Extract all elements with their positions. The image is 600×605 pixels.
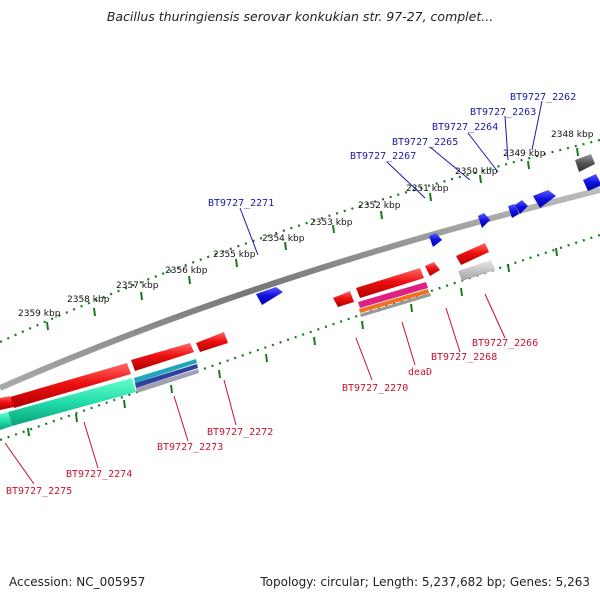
inner-scale-track bbox=[0, 233, 600, 442]
gene-bt9727-2265[interactable] bbox=[508, 204, 519, 218]
reverse-genes bbox=[0, 243, 489, 410]
label-bt9727-2271[interactable]: BT9727_2271 bbox=[208, 198, 274, 209]
scale-label-2358: 2358 kbp bbox=[67, 295, 110, 305]
genome-backbone bbox=[0, 187, 600, 391]
accession-text: Accession: NC_005957 bbox=[9, 575, 145, 589]
gene-bt9727-2273[interactable] bbox=[131, 343, 194, 371]
label-deaD[interactable]: deaD bbox=[408, 367, 432, 378]
gene-bt9727-2264[interactable] bbox=[515, 200, 528, 214]
gene-deaD[interactable] bbox=[356, 268, 424, 298]
feature-overlays bbox=[0, 260, 495, 430]
feature-teal-2275[interactable] bbox=[0, 412, 12, 430]
scale-label-2356: 2356 kbp bbox=[165, 266, 208, 276]
gene-bt9727-2272[interactable] bbox=[196, 332, 228, 352]
gene-bt9727-2274[interactable] bbox=[10, 363, 131, 408]
reverse-leaders bbox=[4, 293, 506, 485]
label-bt9727-2274[interactable]: BT9727_2274 bbox=[66, 469, 132, 480]
gene-forward-2351[interactable] bbox=[429, 233, 442, 247]
scale-label-2350: 2350 kbp bbox=[455, 167, 498, 177]
label-bt9727-2264[interactable]: BT9727_2264 bbox=[432, 122, 498, 133]
scale-label-2348: 2348 kbp bbox=[551, 130, 594, 140]
forward-genes bbox=[256, 154, 600, 305]
feature-light-2266[interactable] bbox=[458, 260, 495, 281]
gene-bt9727-2262[interactable] bbox=[575, 154, 595, 172]
scale-label-2349: 2349 kbp bbox=[503, 149, 546, 159]
label-bt9727-2275[interactable]: BT9727_2275 bbox=[6, 486, 72, 497]
label-bt9727-2262[interactable]: BT9727_2262 bbox=[510, 92, 576, 103]
label-bt9727-2268[interactable]: BT9727_2268 bbox=[431, 352, 497, 363]
inner-scale-ticks bbox=[27, 247, 558, 437]
feature-gray-2273[interactable] bbox=[136, 369, 199, 393]
feature-teal-2274[interactable] bbox=[8, 378, 136, 426]
feature-gray-deaD[interactable] bbox=[360, 293, 431, 317]
scale-label-2354: 2354 kbp bbox=[262, 234, 305, 244]
scale-label-2359: 2359 kbp bbox=[18, 309, 61, 319]
label-bt9727-2267[interactable]: BT9727_2267 bbox=[350, 151, 416, 162]
feature-orange-deaD[interactable] bbox=[359, 289, 429, 313]
scale-label-2351: 2351 kbp bbox=[406, 184, 449, 194]
label-bt9727-2273[interactable]: BT9727_2273 bbox=[157, 442, 223, 453]
label-bt9727-2270[interactable]: BT9727_2270 bbox=[342, 383, 408, 394]
scale-labels: 2348 kbp 2349 kbp 2350 kbp 2351 kbp 2352… bbox=[18, 130, 594, 319]
gene-bt9727-2267[interactable] bbox=[478, 213, 490, 228]
outer-scale-ticks bbox=[46, 147, 579, 331]
gene-bt9727-2275[interactable] bbox=[0, 396, 14, 410]
label-bt9727-2272[interactable]: BT9727_2272 bbox=[207, 427, 273, 438]
gene-bt9727-2263[interactable] bbox=[533, 190, 556, 208]
scale-label-2355: 2355 kbp bbox=[213, 250, 256, 260]
gene-bt9727-2268[interactable] bbox=[425, 262, 440, 276]
gene-bt9727-2271[interactable] bbox=[256, 287, 283, 305]
feature-magenta-deaD[interactable] bbox=[358, 282, 428, 308]
gene-bt9727-2266[interactable] bbox=[456, 243, 489, 265]
forward-gene-labels: BT9727_2262 BT9727_2263 BT9727_2264 BT97… bbox=[208, 92, 576, 209]
reverse-gene-labels: BT9727_2266 BT9727_2268 deaD BT9727_2270… bbox=[6, 338, 538, 497]
scale-label-2353: 2353 kbp bbox=[310, 218, 353, 228]
gene-forward-2349[interactable] bbox=[583, 174, 600, 191]
topology-text: Topology: circular; Length: 5,237,682 bp… bbox=[259, 575, 590, 589]
label-bt9727-2263[interactable]: BT9727_2263 bbox=[470, 107, 536, 118]
feature-teal-2273[interactable] bbox=[134, 359, 197, 383]
label-bt9727-2266[interactable]: BT9727_2266 bbox=[472, 338, 538, 349]
label-bt9727-2265[interactable]: BT9727_2265 bbox=[392, 137, 458, 148]
map-title: Bacillus thuringiensis serovar konkukian… bbox=[107, 9, 493, 24]
scale-label-2357: 2357 kbp bbox=[116, 281, 159, 291]
gene-bt9727-2270[interactable] bbox=[333, 291, 354, 307]
scale-label-2352: 2352 kbp bbox=[358, 201, 401, 211]
feature-blue-2273[interactable] bbox=[135, 364, 198, 388]
forward-leaders bbox=[239, 100, 543, 256]
